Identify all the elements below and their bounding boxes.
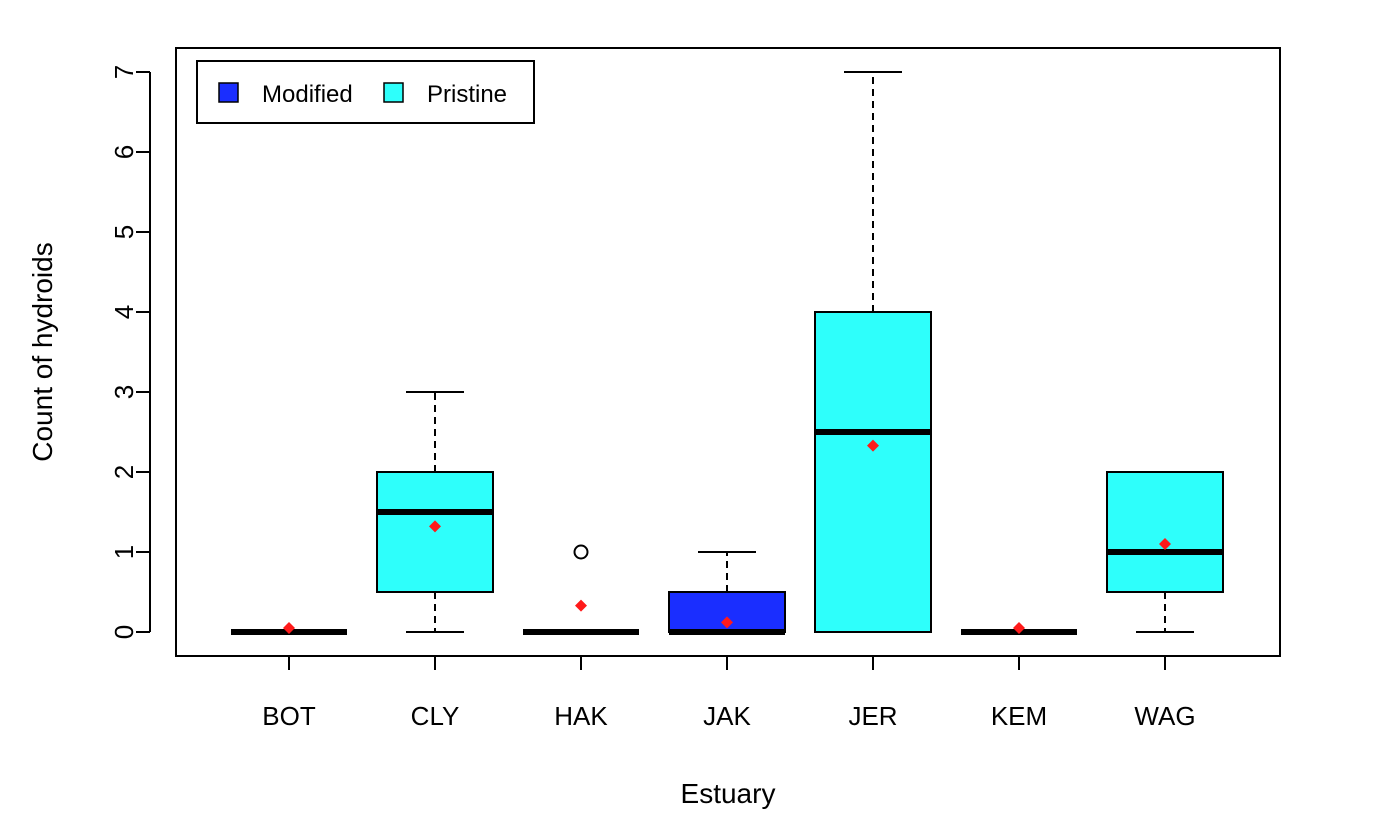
box-bot: [231, 622, 347, 635]
box-wag: [1106, 471, 1224, 633]
boxes: [231, 71, 1224, 635]
x-tick-label: BOT: [262, 701, 316, 731]
box-body: [1106, 471, 1224, 593]
legend-swatch-modified: [218, 82, 239, 103]
mean-marker: [575, 599, 587, 612]
y-tick-label: 1: [109, 545, 139, 559]
outlier-point: [573, 544, 589, 560]
y-axis-title: Count of hydroids: [27, 242, 58, 461]
y-tick-label: 5: [109, 225, 139, 239]
legend-swatch-pristine: [383, 82, 404, 103]
y-tick-label: 6: [109, 145, 139, 159]
y-tick-label: 7: [109, 65, 139, 79]
box-jer: [814, 71, 932, 633]
box-kem: [961, 622, 1077, 635]
x-tick-label: CLY: [411, 701, 460, 731]
legend-label-pristine: Pristine: [427, 81, 507, 108]
box-jak: [668, 551, 786, 635]
x-tick-label: JER: [848, 701, 897, 731]
legend-box: [196, 60, 535, 124]
mean-marker: [721, 616, 733, 629]
x-tick-label: JAK: [703, 701, 751, 731]
y-tick-label: 4: [109, 305, 139, 319]
y-tick-label: 0: [109, 625, 139, 639]
box-body: [814, 311, 932, 633]
y-tick-label: 3: [109, 385, 139, 399]
x-axis: BOT CLY HAK JAK JER KEM WAG: [262, 656, 1196, 731]
mean-marker: [283, 622, 295, 634]
box-hak: [523, 544, 639, 635]
x-axis-title: Estuary: [681, 778, 776, 809]
y-tick-label: 2: [109, 465, 139, 479]
x-tick-label: HAK: [554, 701, 608, 731]
legend-label-modified: Modified: [262, 81, 353, 108]
y-axis: 0 1 2 3 4 5 6 7: [109, 65, 151, 639]
x-tick-label: WAG: [1134, 701, 1195, 731]
mean-marker: [1159, 538, 1171, 550]
box-cly: [376, 391, 494, 633]
mean-marker: [867, 439, 879, 452]
legend: Modified Pristine: [196, 60, 535, 124]
mean-marker: [1013, 622, 1025, 634]
mean-marker: [429, 520, 441, 533]
x-tick-label: KEM: [991, 701, 1047, 731]
